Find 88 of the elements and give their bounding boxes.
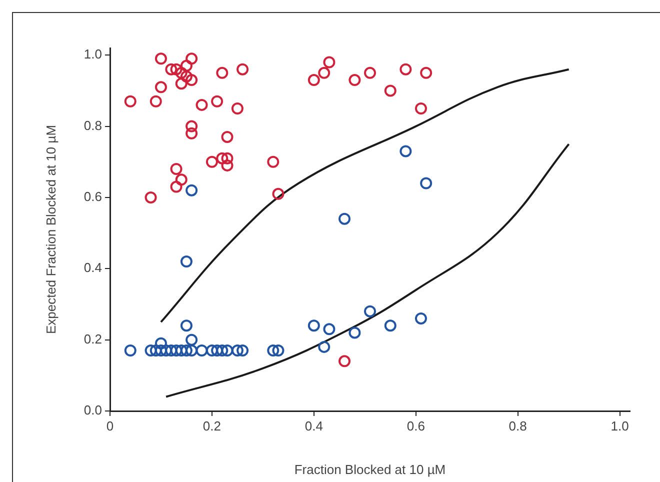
x-tick-label: 0.4 bbox=[304, 418, 323, 434]
point bbox=[231, 344, 244, 356]
point bbox=[206, 156, 218, 168]
point bbox=[144, 344, 157, 356]
point bbox=[186, 120, 198, 132]
point bbox=[236, 63, 249, 76]
point bbox=[400, 145, 412, 158]
point bbox=[175, 66, 188, 79]
point bbox=[186, 127, 198, 140]
point bbox=[211, 344, 224, 356]
point bbox=[180, 320, 192, 332]
point bbox=[186, 184, 198, 196]
point bbox=[272, 188, 284, 200]
point bbox=[420, 177, 432, 190]
point bbox=[216, 344, 228, 356]
point bbox=[216, 152, 228, 164]
point bbox=[154, 52, 167, 65]
y-axis-title: Expected Fraction Blocked at 10 µM bbox=[43, 124, 58, 334]
point bbox=[318, 340, 330, 353]
point bbox=[364, 305, 376, 318]
point bbox=[186, 334, 198, 346]
point bbox=[124, 344, 136, 356]
point bbox=[231, 102, 244, 114]
y-tick-label: 0.4 bbox=[84, 260, 102, 276]
point bbox=[323, 56, 336, 68]
point bbox=[216, 66, 228, 79]
point bbox=[221, 159, 234, 172]
point bbox=[414, 312, 427, 324]
point bbox=[420, 66, 432, 79]
point bbox=[165, 63, 178, 76]
point bbox=[154, 81, 167, 94]
y-tick-label: 0.6 bbox=[84, 189, 102, 204]
point bbox=[348, 74, 361, 86]
point bbox=[338, 212, 351, 225]
line-series bbox=[165, 143, 570, 398]
point bbox=[221, 344, 234, 356]
point bbox=[414, 102, 427, 114]
point bbox=[186, 74, 198, 86]
point bbox=[180, 344, 192, 356]
point bbox=[272, 344, 284, 356]
x-tick-label: 0.2 bbox=[202, 418, 221, 434]
point bbox=[364, 66, 376, 79]
point bbox=[196, 344, 208, 356]
point bbox=[180, 70, 192, 82]
point bbox=[196, 98, 208, 111]
point bbox=[221, 152, 234, 164]
x-tick-label: 0.6 bbox=[406, 418, 425, 434]
point bbox=[170, 63, 182, 76]
point bbox=[186, 344, 198, 356]
point bbox=[144, 191, 157, 204]
x-axis-title: Fraction Blocked at 10 µM bbox=[294, 462, 446, 477]
point bbox=[175, 78, 188, 90]
point bbox=[170, 344, 182, 356]
point bbox=[338, 355, 351, 368]
point bbox=[165, 344, 178, 356]
point bbox=[170, 180, 182, 193]
point bbox=[384, 84, 396, 97]
line-series bbox=[160, 68, 570, 324]
y-tick-label: 0.2 bbox=[84, 331, 102, 346]
point bbox=[154, 337, 167, 350]
point bbox=[150, 95, 162, 108]
point bbox=[170, 163, 182, 175]
x-tick-label: 0.8 bbox=[508, 418, 527, 434]
point bbox=[308, 74, 320, 86]
point bbox=[180, 256, 192, 268]
point bbox=[323, 323, 336, 336]
y-tick-label: 0.0 bbox=[84, 402, 102, 418]
point bbox=[267, 344, 280, 356]
point bbox=[400, 63, 412, 76]
point bbox=[348, 326, 361, 339]
point bbox=[308, 320, 320, 332]
point bbox=[175, 174, 188, 186]
x-tick-label: 0 bbox=[106, 418, 114, 434]
y-tick-label: 1.0 bbox=[84, 46, 102, 62]
x-tick-label: 1.0 bbox=[610, 418, 629, 434]
point bbox=[124, 95, 136, 108]
point bbox=[211, 95, 224, 108]
point bbox=[236, 344, 249, 356]
point bbox=[267, 156, 280, 168]
point bbox=[384, 320, 396, 332]
point bbox=[180, 60, 192, 72]
point bbox=[318, 66, 330, 79]
point bbox=[221, 130, 234, 143]
point bbox=[186, 52, 198, 65]
point bbox=[150, 344, 162, 356]
point bbox=[175, 344, 188, 356]
y-tick-label: 0.8 bbox=[84, 118, 102, 133]
point bbox=[206, 344, 218, 356]
